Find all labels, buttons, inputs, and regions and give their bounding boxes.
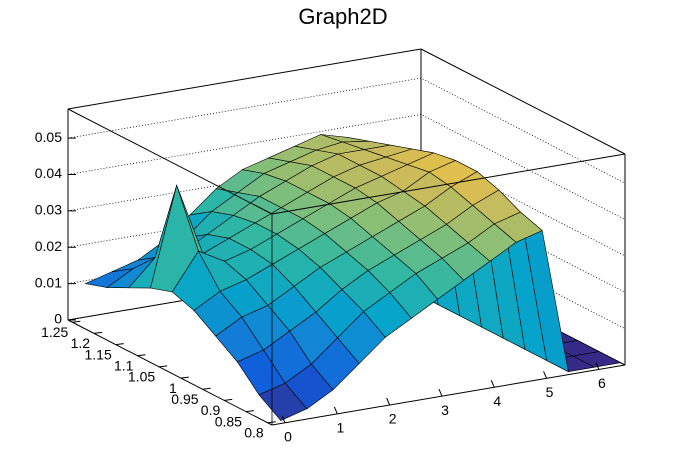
x-tick-label: 0 [284,428,292,444]
y-tick-label: 1.1 [114,357,134,373]
y-tick-label: 0.9 [201,402,221,418]
y-tick [267,421,276,424]
z-tick-label: 0 [54,311,62,327]
x-tick [281,415,286,423]
y-tick-label: 0.95 [171,391,198,407]
y-tick [245,410,255,413]
x-tick-label: 4 [493,393,501,409]
y-tick [115,343,124,346]
box-edge [420,48,626,155]
x-tick-label: 3 [441,402,449,418]
x-tick-label: 6 [598,375,606,391]
chart-title: Graph2D [298,4,387,29]
y-tick [224,398,233,401]
x-tick-label: 1 [336,420,344,436]
x-tick-label: 5 [546,384,554,400]
z-tick-label: 0.01 [35,274,62,290]
y-tick [180,376,189,379]
x-tick [595,362,600,370]
x-tick [438,388,443,397]
y-tick [72,320,81,323]
z-tick-label: 0.04 [35,165,62,181]
box-edge [271,153,626,215]
surface [84,134,622,421]
y-tick [93,331,103,334]
y-tick-label: 1.25 [41,324,68,340]
y-tick-label: 0.85 [215,413,242,429]
surface-cell [258,382,308,421]
y-axis [67,319,273,426]
y-tick-label: 1.2 [71,335,91,351]
x-tick [333,406,338,415]
y-tick-label: 0.8 [244,424,264,440]
x-tick-label: 2 [389,411,397,427]
y-tick [137,354,146,357]
x-tick [543,371,548,379]
x-tick [386,397,391,406]
y-tick-label: 1.15 [84,346,111,362]
x-axis [271,364,626,426]
x-tick [490,380,495,388]
z-tick-label: 0.05 [35,129,62,145]
y-tick [159,365,168,368]
box-edge [67,48,422,110]
z-tick-label: 0.03 [35,202,62,218]
y-tick-label: 1 [169,380,177,396]
y-tick-label: 1.05 [128,369,155,385]
z-tick-label: 0.02 [35,238,62,254]
box-edge [67,108,273,215]
y-tick [202,387,211,390]
